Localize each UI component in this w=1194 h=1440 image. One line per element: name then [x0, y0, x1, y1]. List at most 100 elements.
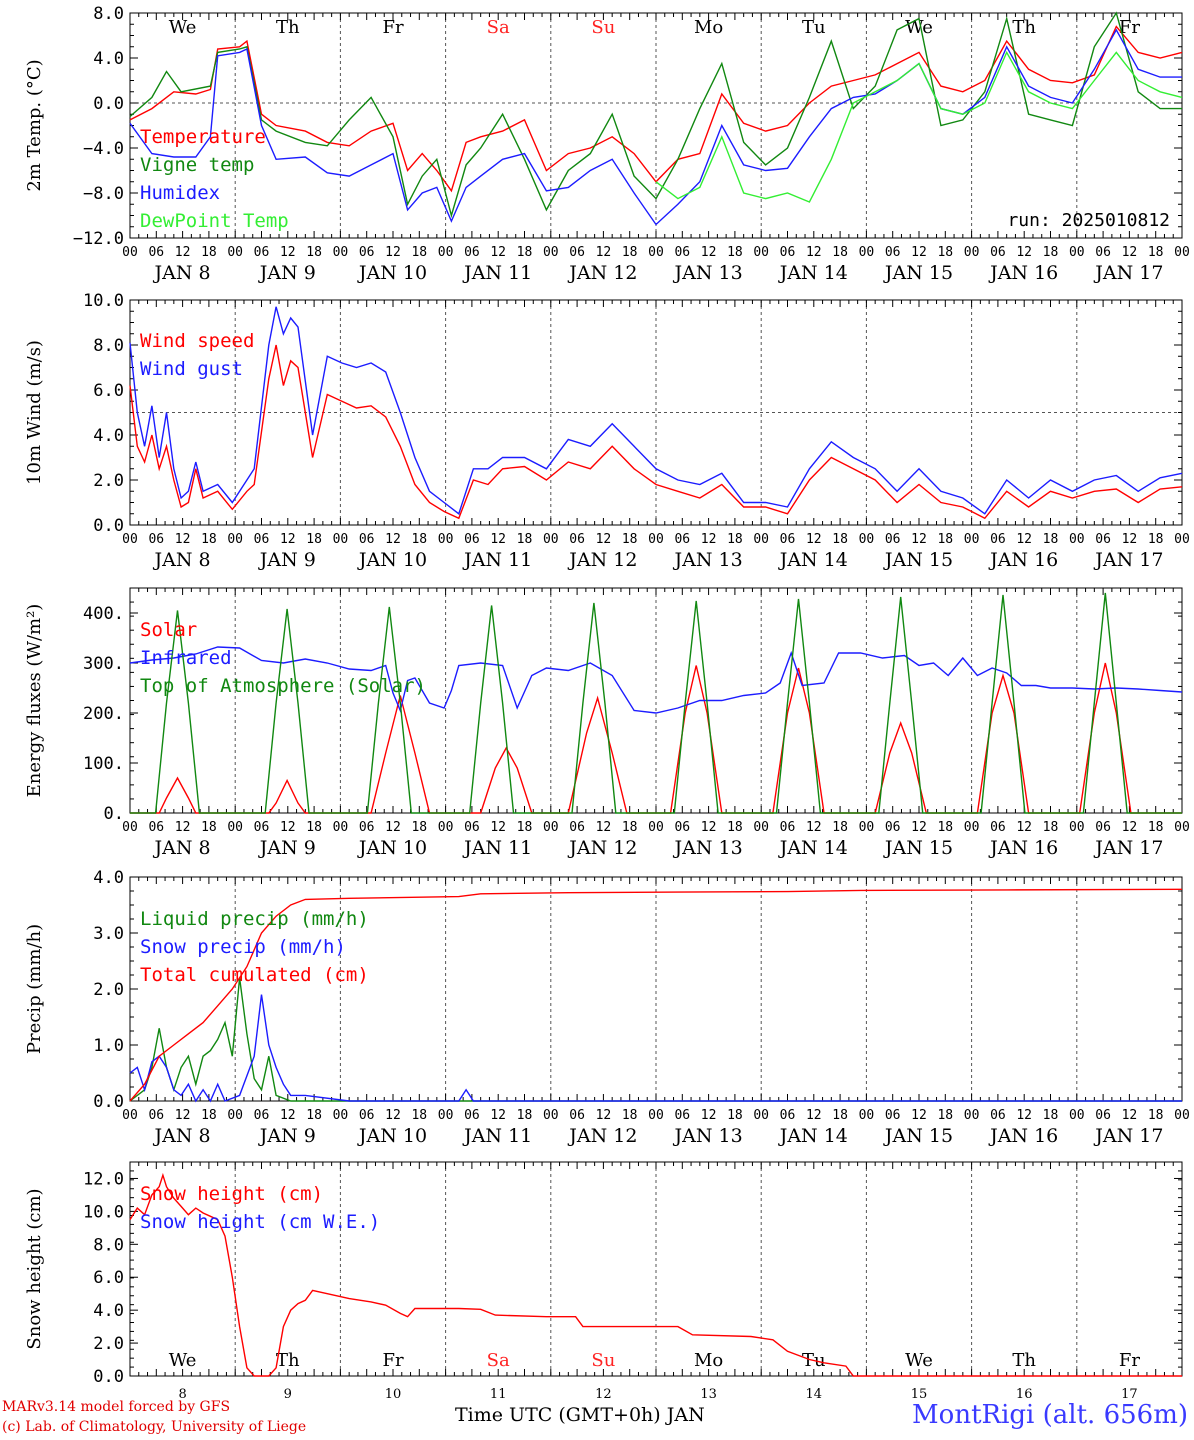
- precip-date-label: JAN 16: [988, 1125, 1058, 1147]
- precip-date-label: JAN 10: [357, 1125, 427, 1147]
- energy-hour-label: 06: [780, 820, 796, 835]
- precip-ytick-label: 0.0: [93, 1092, 124, 1112]
- energy-hour-label: 06: [569, 820, 585, 835]
- energy-hour-label: 18: [727, 820, 743, 835]
- wind-series-wind-speed: [129, 344, 1183, 520]
- energy-hour-label: 00: [753, 820, 769, 835]
- energy-hour-label: 06: [674, 820, 690, 835]
- snow-ytick-label: 12.0: [83, 1169, 124, 1189]
- precip-hour-label: 00: [227, 1108, 243, 1123]
- precip-hour-label: 00: [964, 1108, 980, 1123]
- temperature-ytick-label: −12.0: [73, 229, 124, 249]
- energy-hour-label: 18: [517, 820, 533, 835]
- temperature-weekday-label: Su: [591, 17, 615, 38]
- temperature-hour-label: 06: [569, 245, 585, 260]
- wind-date-label: JAN 8: [153, 549, 211, 571]
- energy-hour-label: 18: [306, 820, 322, 835]
- energy-hour-label: 18: [201, 820, 217, 835]
- precip-hour-label: 06: [359, 1108, 375, 1123]
- temperature-hour-label: 12: [596, 245, 612, 260]
- energy-hour-label: 12: [596, 820, 612, 835]
- snow-ytick-label: 2.0: [93, 1334, 124, 1354]
- temperature-hour-label: 00: [227, 245, 243, 260]
- precip-date-label: JAN 11: [462, 1125, 532, 1147]
- energy-date-label: JAN 15: [883, 837, 953, 859]
- energy-date-label: JAN 10: [357, 837, 427, 859]
- energy-hour-label: 18: [937, 820, 953, 835]
- precip-hour-label: 06: [990, 1108, 1006, 1123]
- energy-legend-entry: Solar: [140, 619, 197, 641]
- temperature-date-label: JAN 9: [258, 262, 316, 284]
- temperature-series-dewpoint-temp: [655, 50, 1183, 203]
- wind-hour-label: 18: [622, 532, 638, 547]
- precip-ytick-label: 3.0: [93, 924, 124, 944]
- temperature-hour-label: 00: [438, 245, 454, 260]
- temperature-weekday-label: Tu: [802, 17, 826, 38]
- precip-date-label: JAN 12: [567, 1125, 637, 1147]
- wind-hour-label: 06: [148, 532, 164, 547]
- wind-legend-entry: Wind gust: [140, 358, 243, 380]
- precip-hour-label: 06: [674, 1108, 690, 1123]
- temperature-weekday-label: Sa: [487, 17, 510, 38]
- snow-weekday-label: Su: [591, 1350, 615, 1371]
- wind-ytick-label: 8.0: [93, 336, 124, 356]
- temperature-date-label: JAN 11: [462, 262, 532, 284]
- wind-hour-label: 12: [175, 532, 191, 547]
- wind-hour-label: 00: [1174, 532, 1190, 547]
- snow-ylabel: Snow height (cm): [24, 1188, 45, 1349]
- temperature-hour-label: 12: [385, 245, 401, 260]
- snow-day-number: 8: [178, 1387, 186, 1402]
- wind-hour-label: 06: [464, 532, 480, 547]
- precip-hour-label: 18: [622, 1108, 638, 1123]
- energy-series-infrared: [129, 646, 1183, 714]
- temperature-ytick-label: −4.0: [83, 139, 124, 159]
- temperature-weekday-label: Fr: [382, 17, 403, 38]
- wind-date-label: JAN 9: [258, 549, 316, 571]
- energy-hour-label: 06: [885, 820, 901, 835]
- temperature-hour-label: 12: [280, 245, 296, 260]
- temperature-hour-label: 00: [859, 245, 875, 260]
- wind-ytick-label: 2.0: [93, 471, 124, 491]
- wind-date-label: JAN 16: [988, 549, 1058, 571]
- temperature-hour-label: 18: [411, 245, 427, 260]
- snow-series-snow-height-cm-: [129, 1172, 1182, 1377]
- energy-hour-label: 00: [543, 820, 559, 835]
- snow-day-number: 16: [1016, 1387, 1033, 1402]
- snow-day-number: 13: [700, 1387, 717, 1402]
- temperature-ytick-label: 8.0: [93, 4, 124, 24]
- snow-weekday-label: We: [905, 1350, 933, 1371]
- energy-hour-label: 12: [1016, 820, 1032, 835]
- energy-hour-label: 12: [385, 820, 401, 835]
- temperature-hour-label: 12: [806, 245, 822, 260]
- precip-hour-label: 18: [306, 1108, 322, 1123]
- precip-legend-entry: Liquid precip (mm/h): [140, 908, 369, 930]
- precip-series-liquid-precip-mm-h-: [129, 977, 1182, 1102]
- precip-hour-label: 12: [280, 1108, 296, 1123]
- energy-ytick-label: 100.: [83, 754, 124, 774]
- energy-hour-label: 18: [832, 820, 848, 835]
- wind-hour-label: 12: [911, 532, 927, 547]
- temperature-hour-label: 00: [122, 245, 138, 260]
- wind-hour-label: 12: [385, 532, 401, 547]
- precip-hour-label: 00: [1174, 1108, 1190, 1123]
- snow-ytick-label: 4.0: [93, 1301, 124, 1321]
- snow-ytick-label: 10.0: [83, 1202, 124, 1222]
- wind-hour-label: 18: [937, 532, 953, 547]
- energy-date-label: JAN 13: [673, 837, 743, 859]
- energy-hour-label: 06: [990, 820, 1006, 835]
- wind-hour-label: 06: [359, 532, 375, 547]
- station-name: MontRigi (alt. 656m): [912, 1400, 1188, 1430]
- snow-day-number: 9: [284, 1387, 292, 1402]
- precip-hour-label: 00: [753, 1108, 769, 1123]
- precip-hour-label: 00: [1069, 1108, 1085, 1123]
- copyright-credit: (c) Lab. of Climatology, University of L…: [2, 1419, 307, 1435]
- precip-hour-label: 12: [596, 1108, 612, 1123]
- energy-date-label: JAN 9: [258, 837, 316, 859]
- precip-hour-label: 00: [859, 1108, 875, 1123]
- wind-hour-label: 06: [990, 532, 1006, 547]
- wind-hour-label: 12: [280, 532, 296, 547]
- precip-series-total-cumulated-cm-: [129, 888, 1183, 1102]
- wind-hour-label: 18: [1148, 532, 1164, 547]
- temperature-date-label: JAN 12: [567, 262, 637, 284]
- temperature-legend-entry: Humidex: [140, 182, 220, 204]
